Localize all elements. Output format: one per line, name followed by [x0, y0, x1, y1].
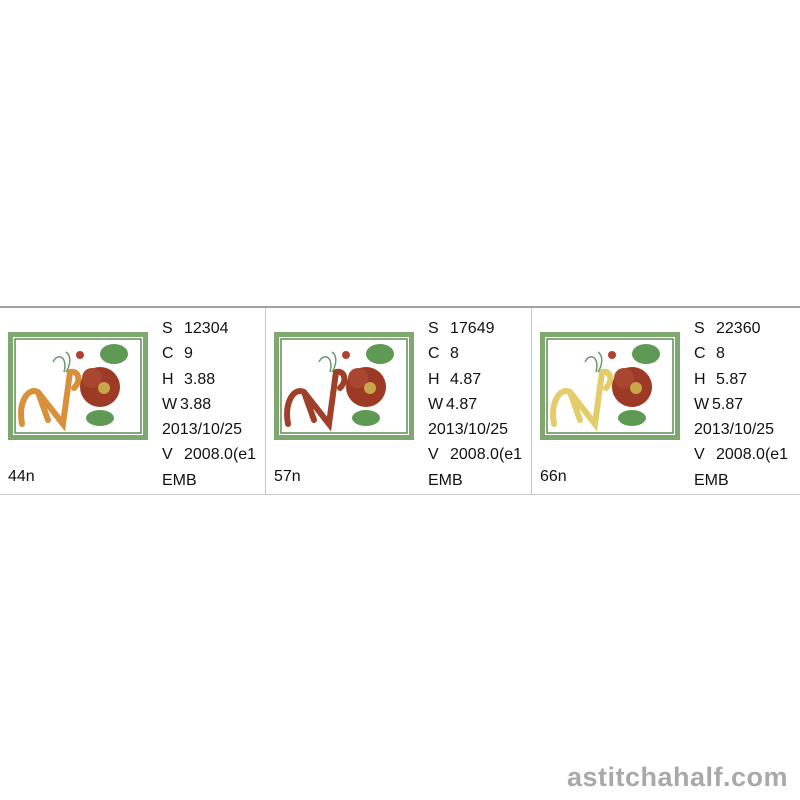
- design-format: EMB: [428, 471, 463, 489]
- design-filename: 66n: [540, 468, 567, 485]
- stitch-count: S 12304: [162, 320, 229, 337]
- design-date: 2013/10/25: [694, 421, 775, 439]
- design-height: H 3.88: [162, 370, 216, 388]
- stitch-count: S 17649: [428, 320, 495, 337]
- design-format: EMB: [162, 471, 197, 489]
- design-date: 2013/10/25: [428, 421, 509, 439]
- design-version: V 2008.0(e1: [162, 446, 257, 464]
- design-date: 2013/10/25: [162, 421, 243, 439]
- design-height: H 5.87: [694, 370, 748, 388]
- design-width: W 4.87: [428, 395, 478, 413]
- design-thumbnail[interactable]: [274, 332, 414, 440]
- design-thumbnail[interactable]: [8, 332, 148, 440]
- stitch-count: S 22360: [694, 320, 761, 337]
- design-width: W 3.88: [162, 395, 212, 413]
- watermark: astitchahalf.com: [566, 762, 788, 792]
- design-format: EMB: [694, 471, 729, 489]
- design-height: H 4.87: [428, 370, 482, 388]
- design-version: V 2008.0(e1: [428, 446, 523, 464]
- design-thumbnail[interactable]: [540, 332, 680, 440]
- design-filename: 57n: [274, 468, 301, 485]
- design-filename: 44n: [8, 468, 35, 485]
- design-version: V 2008.0(e1: [694, 446, 789, 464]
- design-width: W 5.87: [694, 395, 744, 413]
